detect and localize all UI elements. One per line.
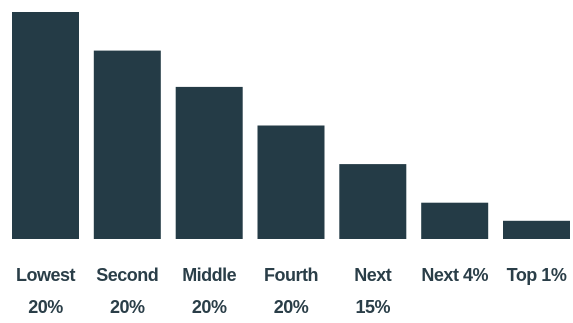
- category-label-6: Top 1%: [507, 265, 567, 285]
- category-label-0-line-0: Lowest: [16, 265, 76, 285]
- bar-1: [93, 50, 161, 239]
- category-labels-group: Lowest 20% Second 20% Middle 20% Fourth 20% Next…: [16, 265, 567, 317]
- category-label-5-line-0: Next 4%: [421, 265, 488, 285]
- category-label-4-line-1: 15%: [356, 297, 391, 317]
- category-label-3: Fourth 20%: [264, 265, 318, 317]
- category-label-2-line-0: Middle: [182, 265, 236, 285]
- category-label-3-line-1: 20%: [274, 297, 309, 317]
- category-label-3-line-0: Fourth: [264, 265, 318, 285]
- category-label-1-line-0: Second: [96, 265, 158, 285]
- category-label-1: Second 20%: [96, 265, 158, 317]
- category-label-6-line-0: Top 1%: [507, 265, 567, 285]
- bar-6: [503, 220, 570, 239]
- category-label-2-line-1: 20%: [192, 297, 227, 317]
- category-label-5: Next 4%: [421, 265, 488, 285]
- bar-0: [12, 12, 79, 239]
- category-label-2: Middle 20%: [182, 265, 236, 317]
- category-label-4: Next 15%: [354, 265, 392, 317]
- category-label-4-line-0: Next: [354, 265, 392, 285]
- bar-2: [175, 86, 243, 240]
- bar-5: [421, 202, 489, 239]
- category-label-1-line-1: 20%: [110, 297, 145, 317]
- bar-3: [257, 125, 325, 239]
- category-label-0-line-1: 20%: [28, 297, 63, 317]
- bars-group: [12, 12, 570, 240]
- bar-4: [339, 164, 407, 239]
- category-label-0: Lowest 20%: [16, 265, 76, 317]
